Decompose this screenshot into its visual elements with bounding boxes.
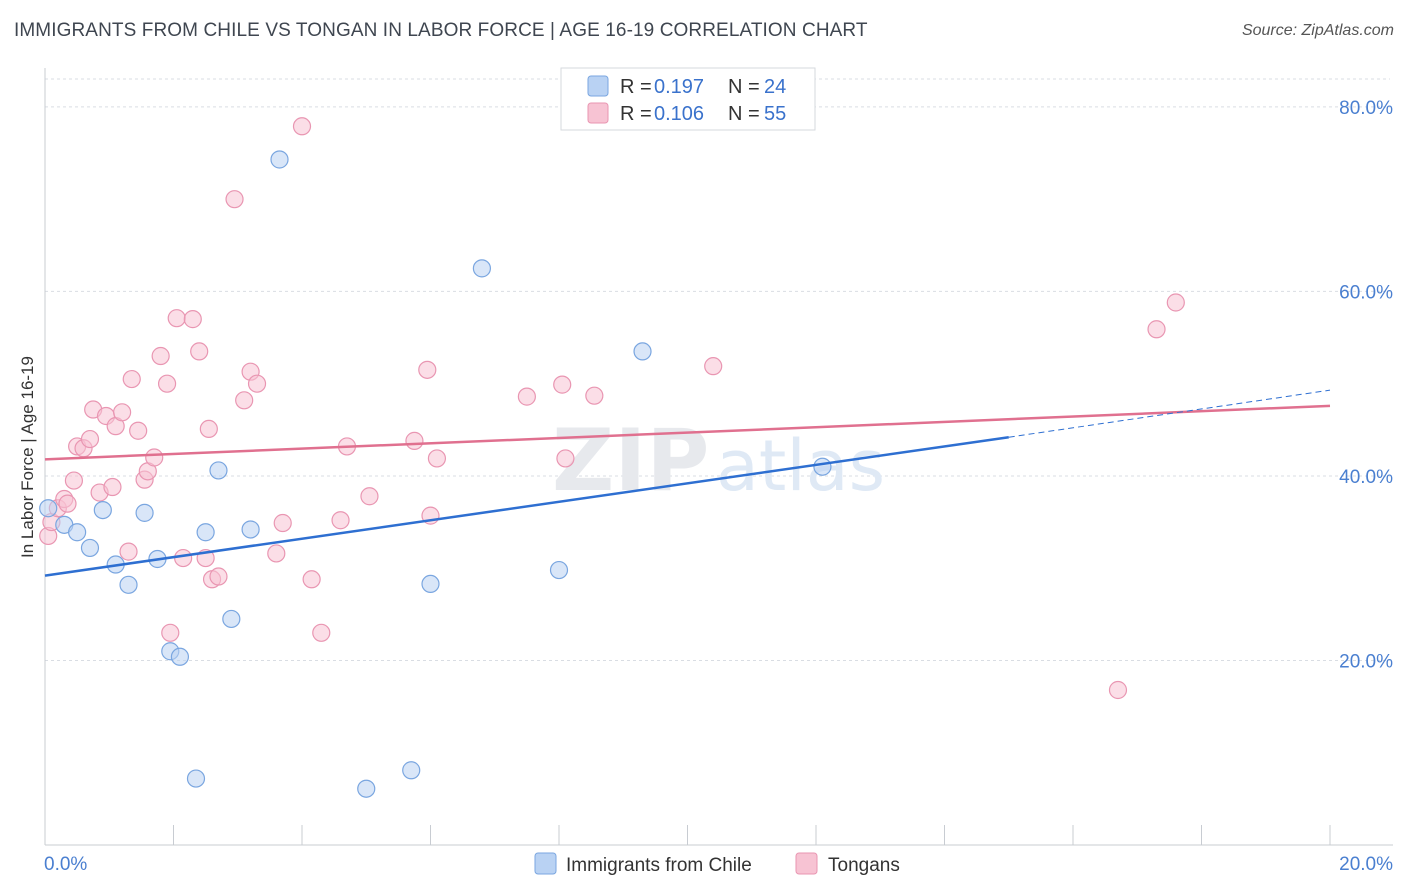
point-tongan-25 — [174, 548, 193, 568]
point-tongan-16 — [122, 369, 141, 389]
point-tongan-44 — [405, 431, 424, 450]
trend-line-tongan — [44, 404, 1331, 461]
point-tongan-15 — [119, 542, 138, 561]
bottom-legend: Immigrants from Chile Tongans — [534, 852, 900, 876]
point-tongan-55 — [1166, 293, 1185, 312]
legend-n-label-chile: N = — [728, 76, 760, 98]
y-axis-label: In Labor Force | Age 16-19 — [18, 356, 37, 558]
point-tongan-45 — [418, 360, 437, 379]
y-tick-label-60: 60.0% — [1339, 282, 1393, 303]
point-tongan-20 — [145, 448, 164, 467]
point-tongan-43 — [360, 487, 379, 506]
point-tongan-37 — [273, 513, 292, 533]
point-tongan-54 — [1147, 320, 1166, 339]
bottom-legend-swatch-tongan — [795, 852, 818, 875]
point-chile-11 — [186, 769, 206, 788]
point-tongan-23 — [161, 623, 180, 642]
point-chile-3 — [80, 538, 100, 558]
point-tongan-31 — [209, 567, 228, 586]
legend-n-label-tongan: N = — [728, 103, 760, 125]
point-tongan-40 — [312, 623, 331, 642]
point-tongan-17 — [129, 421, 148, 440]
x-tick-label-min: 0.0% — [44, 854, 87, 875]
point-tongan-36 — [267, 544, 286, 563]
trend-layer — [44, 389, 1331, 577]
point-tongan-53 — [1108, 680, 1128, 700]
point-tongan-47 — [427, 449, 447, 468]
point-tongan-4 — [58, 494, 77, 513]
point-chile-22 — [633, 342, 652, 361]
point-tongan-41 — [331, 511, 350, 530]
point-chile-14 — [222, 609, 241, 629]
point-tongan-52 — [704, 357, 723, 376]
point-chile-21 — [549, 560, 569, 580]
legend-r-label-tongan: R = — [620, 103, 652, 125]
point-chile-15 — [241, 520, 260, 539]
trend-line-chile — [44, 435, 1009, 577]
point-chile-18 — [402, 761, 421, 780]
chart-title: IMMIGRANTS FROM CHILE VS TONGAN IN LABOR… — [14, 20, 868, 41]
point-tongan-27 — [190, 342, 209, 361]
y-tick-label-40: 40.0% — [1339, 467, 1393, 488]
point-chile-10 — [170, 647, 190, 666]
point-chile-16 — [270, 150, 289, 169]
legend-n-value-tongan: 55 — [764, 103, 786, 125]
point-tongan-33 — [235, 391, 254, 410]
point-chile-0 — [39, 499, 58, 518]
bottom-legend-label-chile: Immigrants from Chile — [566, 855, 752, 876]
y-tick-label-80: 80.0% — [1339, 98, 1393, 119]
y-tick-label-20: 20.0% — [1339, 651, 1393, 672]
legend-r-value-tongan: 0.106 — [654, 103, 704, 125]
point-tongan-39 — [302, 570, 321, 589]
source-label: Source: ZipAtlas.com — [1241, 22, 1394, 39]
point-tongan-8 — [80, 429, 100, 449]
point-tongan-29 — [199, 419, 218, 438]
point-tongan-51 — [585, 386, 604, 405]
point-tongan-12 — [103, 477, 122, 497]
point-tongan-48 — [517, 387, 536, 406]
point-tongan-22 — [157, 374, 177, 393]
point-chile-20 — [472, 259, 491, 278]
legend-r-label-chile: R = — [620, 76, 652, 98]
point-tongan-32 — [225, 190, 244, 209]
point-tongan-38 — [292, 117, 312, 136]
x-tick-label-max: 20.0% — [1339, 854, 1393, 875]
legend-swatch-chile — [587, 75, 609, 97]
point-chile-7 — [135, 503, 154, 522]
point-tongan-21 — [151, 346, 170, 366]
trend-line-chile-extension — [1008, 389, 1331, 438]
watermark-zip: ZIP — [552, 411, 709, 511]
point-chile-19 — [421, 574, 440, 593]
point-chile-13 — [209, 461, 228, 480]
point-tongan-24 — [167, 309, 186, 328]
point-chile-2 — [68, 523, 87, 542]
point-chile-4 — [93, 500, 112, 520]
bottom-legend-swatch-chile — [534, 852, 557, 875]
legend-swatch-tongan — [587, 102, 609, 124]
point-tongan-50 — [556, 449, 575, 468]
point-tongan-5 — [64, 471, 84, 490]
point-tongan-49 — [553, 375, 572, 394]
point-chile-17 — [357, 779, 376, 798]
point-chile-23 — [813, 457, 832, 476]
point-chile-6 — [119, 575, 138, 594]
legend: R = 0.197 N = 24 R = 0.106 N = 55 — [560, 67, 816, 131]
point-tongan-35 — [247, 374, 267, 393]
point-chile-12 — [196, 523, 215, 542]
axis-layer: 20.0% 40.0% 60.0% 80.0% 0.0% 20.0% — [44, 68, 1393, 875]
legend-n-value-chile: 24 — [764, 76, 786, 98]
bottom-legend-label-tongan: Tongans — [828, 855, 900, 876]
point-tongan-14 — [112, 403, 132, 422]
legend-r-value-chile: 0.197 — [654, 76, 704, 98]
point-tongan-26 — [183, 310, 202, 329]
points-layer — [39, 117, 1185, 798]
